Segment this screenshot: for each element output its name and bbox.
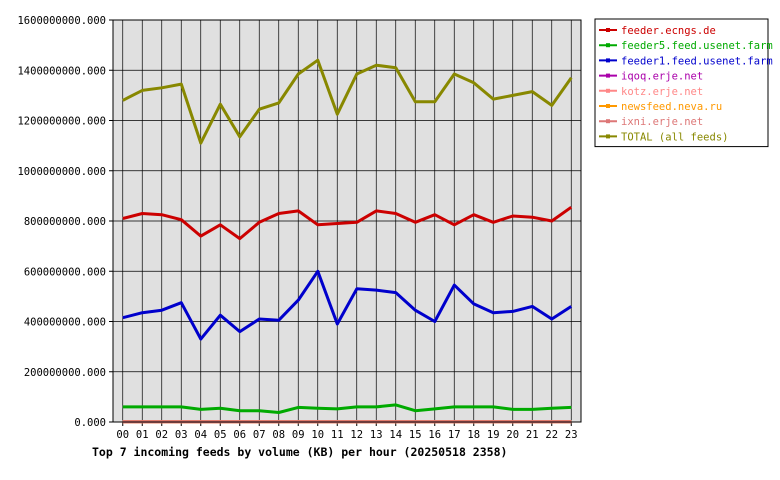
y-tick-label: 1400000000.000 <box>17 65 106 77</box>
legend-marker <box>606 58 610 63</box>
legend-marker <box>606 43 610 48</box>
x-tick-label: 22 <box>545 429 558 441</box>
y-tick-label: 600000000.000 <box>24 266 106 278</box>
x-tick-label: 08 <box>272 429 285 441</box>
x-tick-label: 17 <box>448 429 461 441</box>
legend-label: kotz.erje.net <box>621 86 703 98</box>
x-tick-label: 20 <box>506 429 519 441</box>
axis-ticks: 0.000 200000000.000 400000000.000 600000000… <box>17 15 577 441</box>
x-tick-label: 12 <box>350 429 363 441</box>
y-tick-label: 400000000.000 <box>24 317 106 329</box>
x-tick-label: 01 <box>136 429 149 441</box>
x-tick-label: 06 <box>233 429 246 441</box>
x-tick-label: 09 <box>292 429 305 441</box>
x-tick-label: 11 <box>331 429 344 441</box>
x-tick-label: 05 <box>214 429 227 441</box>
y-tick-label: 200000000.000 <box>24 367 106 379</box>
y-tick-label: 800000000.000 <box>24 216 106 228</box>
x-tick-label: 10 <box>311 429 324 441</box>
y-tick-label: 1000000000.000 <box>17 166 106 178</box>
legend-marker <box>606 134 610 139</box>
x-tick-label: 13 <box>370 429 383 441</box>
plot-frame <box>112 19 582 423</box>
legend-label: iqoq.erje.net <box>621 71 703 83</box>
y-tick-label: 0.000 <box>74 417 106 429</box>
x-tick-label: 23 <box>565 429 578 441</box>
x-tick-label: 00 <box>116 429 129 441</box>
series-line-feeder5-feed-usenet-farm <box>122 403 572 414</box>
legend-label: feeder5.feed.usenet.farm <box>621 40 773 52</box>
legend: feeder.ecngs.de feeder5.feed.usenet.farm f… <box>594 18 773 148</box>
x-tick-label: 19 <box>487 429 500 441</box>
legend-label: ixni.erje.net <box>621 116 703 128</box>
legend-label: feeder1.feed.usenet.farm <box>621 55 773 67</box>
legend-label: feeder.ecngs.de <box>621 25 716 37</box>
series-line-total-all-feeds- <box>122 58 573 145</box>
x-tick-label: 02 <box>155 429 168 441</box>
legend-marker <box>606 104 610 108</box>
x-tick-label: 04 <box>194 429 207 441</box>
legend-box <box>594 18 769 148</box>
series-line-feeder1-feed-usenet-farm <box>122 269 573 341</box>
legend-marker <box>606 119 610 124</box>
legend-marker <box>606 88 610 93</box>
x-tick-label: 18 <box>467 429 480 441</box>
series-line-feeder-ecngs-de <box>122 205 573 241</box>
x-tick-label: 03 <box>175 429 188 441</box>
y-tick-label: 1600000000.000 <box>17 15 106 27</box>
legend-label: TOTAL (all feeds) <box>621 131 728 143</box>
y-tick-label: 1200000000.000 <box>17 116 106 128</box>
legend-marker <box>606 28 610 32</box>
x-tick-label: 21 <box>526 429 539 441</box>
legend-marker <box>606 73 610 78</box>
legend-label: newsfeed.neva.ru <box>621 101 722 113</box>
x-tick-label: 07 <box>253 429 266 441</box>
chart-caption: Top 7 incoming feeds by volume (KB) per … <box>92 445 507 459</box>
x-tick-label: 16 <box>428 429 441 441</box>
x-tick-label: 14 <box>389 429 402 441</box>
x-tick-label: 15 <box>409 429 422 441</box>
